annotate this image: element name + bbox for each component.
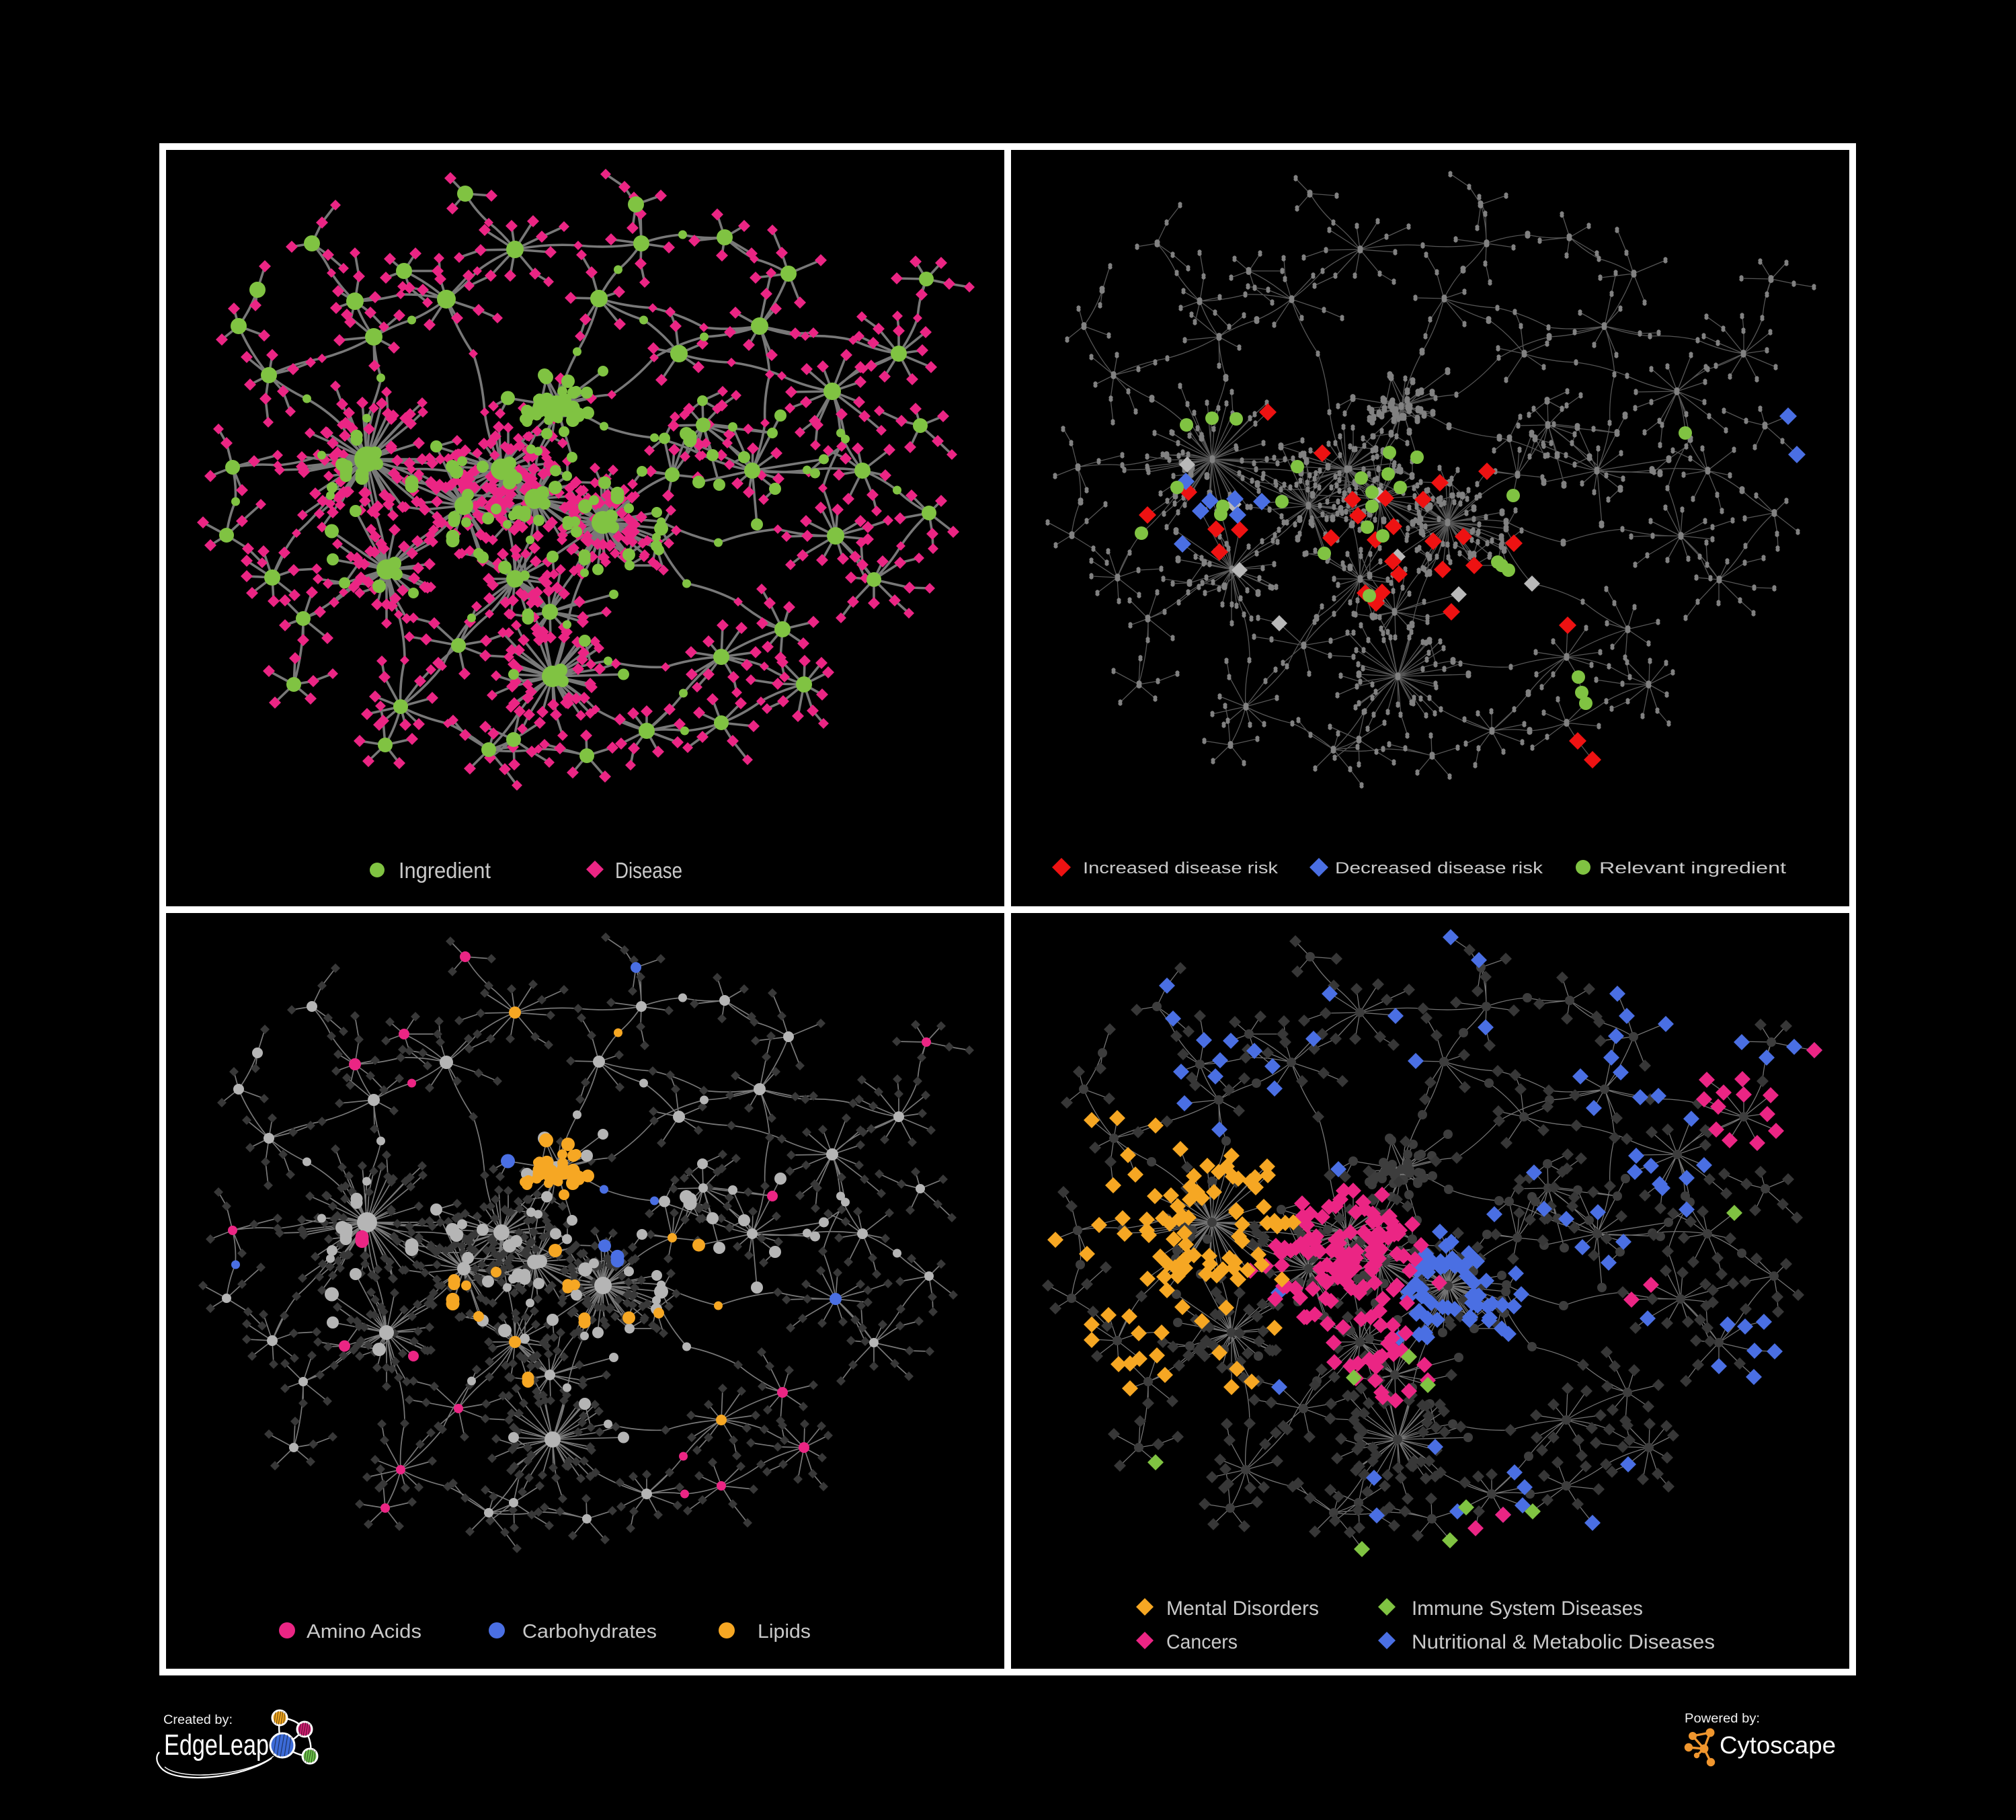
svg-text:EdgeLeap: EdgeLeap xyxy=(164,1729,269,1762)
svg-text:Powered by:: Powered by: xyxy=(1685,1712,1760,1726)
svg-text:Decreased disease risk: Decreased disease risk xyxy=(1335,859,1543,877)
svg-text:Mental Disorders: Mental Disorders xyxy=(1166,1597,1319,1620)
svg-text:Immune System Diseases: Immune System Diseases xyxy=(1412,1597,1643,1620)
svg-text:Disease: Disease xyxy=(615,858,682,883)
svg-text:Amino Acids: Amino Acids xyxy=(307,1621,421,1643)
svg-text:Cancers: Cancers xyxy=(1166,1631,1238,1653)
svg-text:Ingredient: Ingredient xyxy=(399,858,491,883)
svg-text:Created by:: Created by: xyxy=(163,1713,233,1727)
svg-text:Lipids: Lipids xyxy=(758,1621,811,1643)
svg-text:Cytoscape: Cytoscape xyxy=(1720,1731,1836,1759)
svg-text:Nutritional & Metabolic Diseas: Nutritional & Metabolic Diseases xyxy=(1412,1631,1715,1653)
svg-text:Relevant ingredient: Relevant ingredient xyxy=(1599,859,1786,877)
svg-text:Increased disease risk: Increased disease risk xyxy=(1083,859,1279,877)
svg-text:Carbohydrates: Carbohydrates xyxy=(522,1621,657,1643)
